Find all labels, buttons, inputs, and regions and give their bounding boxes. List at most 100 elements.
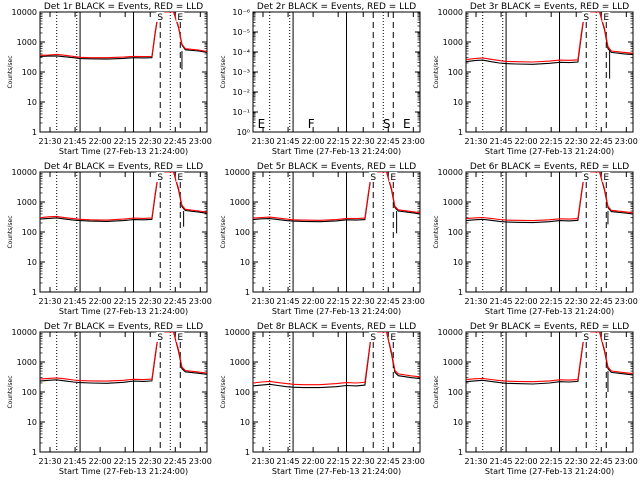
- x-tick-label: 22:15: [540, 457, 563, 466]
- y-tick-label: 1: [32, 128, 37, 137]
- x-tick-label: 21:45: [64, 457, 87, 466]
- y-tick-label: 10⁻⁵: [232, 28, 250, 37]
- x-axis-label: Start Time (27-Feb-13 21:24:00): [272, 307, 401, 316]
- panel-title: Det 9r BLACK = Events, RED = LLD: [470, 322, 629, 332]
- panel-title: Det 4r BLACK = Events, RED = LLD: [44, 162, 203, 172]
- y-tick-label: 1: [458, 448, 463, 457]
- y-tick-label: 1: [245, 448, 250, 457]
- y-tick-label: 10000: [438, 8, 463, 17]
- y-tick-label: 10000: [438, 168, 463, 177]
- y-tick-label: 100: [22, 68, 37, 77]
- marker-bg: [156, 12, 165, 22]
- y-axis-label: Counts/sec: [7, 375, 14, 408]
- y-tick-label: 1000: [230, 358, 250, 367]
- plot-frame: [252, 331, 421, 453]
- x-axis-label: Start Time (27-Feb-13 21:24:00): [59, 147, 188, 156]
- marker-bg: [369, 332, 378, 342]
- x-tick-label: 23:00: [189, 457, 212, 466]
- y-tick-label: 1: [458, 128, 463, 137]
- y-tick-label: 10000: [12, 328, 37, 337]
- marker-bg: [602, 332, 611, 342]
- y-tick-label: 10000: [438, 328, 463, 337]
- marker-letter: S: [383, 117, 391, 131]
- x-tick-label: 22:45: [164, 297, 187, 306]
- y-tick-label: 10: [240, 258, 250, 267]
- plot-frame: [39, 331, 208, 453]
- x-tick-label: 22:00: [515, 457, 538, 466]
- x-axis-label: Start Time (27-Feb-13 21:24:00): [59, 307, 188, 316]
- y-tick-label: 10: [453, 258, 463, 267]
- marker-letter: S: [157, 173, 163, 183]
- y-tick-label: 1000: [17, 358, 37, 367]
- plot-frame: [252, 171, 421, 293]
- x-tick-label: 21:30: [464, 297, 487, 306]
- x-tick-label: 22:15: [540, 297, 563, 306]
- x-tick-label: 22:15: [327, 137, 350, 146]
- x-tick-label: 22:30: [565, 137, 588, 146]
- x-tick-label: 22:30: [139, 137, 162, 146]
- x-tick-label: 21:30: [38, 457, 61, 466]
- y-tick-label: 10⁻¹: [232, 108, 250, 117]
- marker-letter: E: [390, 173, 396, 183]
- plot-frame: [465, 171, 634, 293]
- y-tick-label: 100: [448, 68, 463, 77]
- marker-letter: F: [308, 117, 315, 131]
- panel-5: Det 5r BLACK = Events, RED = LLD 1 10 100 10…: [220, 162, 425, 316]
- panel-title: Det 2r BLACK = Events, RED = LLD: [257, 2, 416, 12]
- y-axis-label: Counts/sec: [220, 375, 227, 408]
- y-tick-label: 1000: [443, 38, 463, 47]
- y-tick-label: 10: [240, 418, 250, 427]
- x-tick-label: 22:45: [590, 297, 613, 306]
- x-tick-label: 22:45: [590, 457, 613, 466]
- x-tick-label: 21:45: [277, 137, 300, 146]
- x-axis-label: Start Time (27-Feb-13 21:24:00): [272, 467, 401, 476]
- marker-bg: [389, 332, 398, 342]
- x-tick-label: 23:00: [615, 457, 638, 466]
- marker-bg: [176, 332, 185, 342]
- y-tick-label: 10000: [12, 8, 37, 17]
- x-tick-label: 22:45: [377, 137, 400, 146]
- marker-letter: S: [157, 333, 163, 343]
- x-tick-label: 22:00: [515, 137, 538, 146]
- x-tick-label: 22:30: [565, 457, 588, 466]
- x-tick-label: 22:30: [352, 457, 375, 466]
- x-tick-label: 22:00: [515, 297, 538, 306]
- x-tick-label: 22:00: [89, 137, 112, 146]
- panel-3: Det 3r BLACK = Events, RED = LLD 1 10 100 10…: [433, 2, 638, 156]
- x-tick-label: 23:00: [615, 137, 638, 146]
- x-tick-label: 22:15: [114, 137, 137, 146]
- y-tick-label: 1: [245, 288, 250, 297]
- y-tick-label: 10⁻²: [232, 88, 250, 97]
- marker-letter: S: [370, 333, 376, 343]
- x-tick-label: 22:15: [327, 297, 350, 306]
- plot-frame: [252, 11, 421, 133]
- x-tick-label: 22:00: [302, 297, 325, 306]
- marker-bg: [582, 172, 591, 182]
- y-tick-label: 1000: [17, 38, 37, 47]
- x-tick-label: 22:30: [565, 297, 588, 306]
- panel-title: Det 8r BLACK = Events, RED = LLD: [257, 322, 416, 332]
- y-tick-label: 100: [235, 228, 250, 237]
- marker-letter: E: [603, 173, 609, 183]
- marker-letter: E: [403, 117, 411, 131]
- x-tick-label: 22:45: [377, 297, 400, 306]
- y-axis-label: Counts/sec: [220, 215, 227, 248]
- x-tick-label: 22:15: [114, 457, 137, 466]
- lld-series-line: [253, 332, 420, 386]
- x-tick-label: 22:15: [540, 137, 563, 146]
- panel-7: Det 7r BLACK = Events, RED = LLD 1 10 100 10…: [7, 322, 212, 476]
- x-tick-label: 22:15: [327, 457, 350, 466]
- x-tick-label: 22:30: [139, 297, 162, 306]
- y-tick-label: 100: [448, 388, 463, 397]
- x-tick-label: 23:00: [402, 137, 425, 146]
- y-axis-label: Counts/sec: [433, 375, 440, 408]
- x-tick-label: 23:00: [189, 137, 212, 146]
- x-tick-label: 21:30: [38, 137, 61, 146]
- y-tick-label: 10⁻³: [232, 68, 250, 77]
- x-tick-label: 22:30: [139, 457, 162, 466]
- x-tick-label: 23:00: [189, 297, 212, 306]
- panel-8: Det 8r BLACK = Events, RED = LLD 1 10 100 10…: [220, 322, 425, 476]
- y-tick-label: 1000: [443, 358, 463, 367]
- x-axis-label: Start Time (27-Feb-13 21:24:00): [59, 467, 188, 476]
